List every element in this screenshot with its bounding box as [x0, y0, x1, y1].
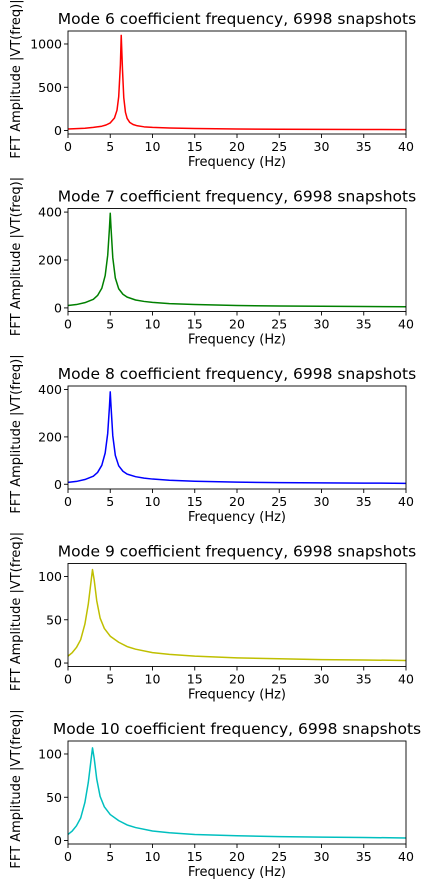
x-tick-label: 15 — [187, 672, 203, 687]
x-tick-label: 10 — [145, 849, 161, 864]
x-tick-label: 30 — [314, 672, 330, 687]
y-tick-label: 1000 — [30, 36, 62, 51]
x-tick-label: 35 — [356, 849, 372, 864]
x-tick-label: 35 — [356, 317, 372, 332]
x-tick-label: 35 — [356, 672, 372, 687]
y-tick-label: 100 — [38, 746, 62, 761]
x-tick-label: 10 — [145, 672, 161, 687]
chart-title: Mode 10 coefficient frequency, 6998 snap… — [53, 720, 421, 738]
subplot-mode-10: 0 5 10 15 20 25 30 35 40 0 50 100 Mode 10 coefficien… — [9, 709, 421, 880]
x-tick-label: 0 — [64, 139, 72, 154]
x-tick-label: 0 — [64, 494, 72, 509]
chart-title: Mode 6 coefficient frequency, 6998 snaps… — [58, 10, 416, 28]
y-tick-label: 500 — [38, 80, 62, 95]
y-tick-label: 50 — [46, 612, 62, 627]
x-tick-label: 20 — [229, 672, 245, 687]
x-tick-label: 0 — [64, 672, 72, 687]
x-tick-label: 15 — [187, 317, 203, 332]
series-line — [67, 212, 407, 308]
x-tick-label: 5 — [106, 494, 114, 509]
series-line — [67, 747, 407, 839]
y-tick-label: 50 — [46, 790, 62, 805]
x-tick-label: 40 — [398, 139, 414, 154]
y-tick-label: 0 — [54, 123, 62, 138]
y-tick-label: 200 — [38, 253, 62, 268]
y-tick-label: 100 — [38, 569, 62, 584]
x-tick-label: 10 — [145, 494, 161, 509]
x-tick-label: 5 — [106, 672, 114, 687]
subplot-mode-9: 0 5 10 15 20 25 30 35 40 0 50 100 Mode 9 coefficient… — [9, 532, 416, 703]
x-tick-label: 0 — [64, 317, 72, 332]
y-axis-label: FFT Amplitude |VT(freq)| — [9, 354, 24, 513]
x-axis-label: Frequency (Hz) — [188, 865, 286, 880]
x-tick-label: 20 — [229, 139, 245, 154]
chart-title: Mode 8 coefficient frequency, 6998 snaps… — [58, 365, 416, 383]
x-tick-label: 5 — [106, 139, 114, 154]
x-tick-label: 25 — [271, 317, 287, 332]
y-tick-label: 0 — [54, 477, 62, 492]
x-tick-label: 35 — [356, 139, 372, 154]
y-tick-label: 0 — [54, 656, 62, 671]
x-tick-label: 25 — [271, 672, 287, 687]
series-line — [67, 568, 407, 662]
x-tick-label: 30 — [314, 849, 330, 864]
x-tick-label: 15 — [187, 494, 203, 509]
x-tick-label: 10 — [145, 139, 161, 154]
y-tick-label: 400 — [38, 205, 62, 220]
x-tick-label: 40 — [398, 317, 414, 332]
x-tick-label: 30 — [314, 317, 330, 332]
series-line — [67, 34, 407, 131]
x-tick-label: 20 — [229, 494, 245, 509]
axes-frame — [67, 563, 407, 667]
x-axis-label: Frequency (Hz) — [188, 333, 286, 348]
y-axis-label: FFT Amplitude |VT(freq)| — [9, 0, 24, 159]
y-tick-label: 0 — [54, 833, 62, 848]
axes-frame — [67, 30, 407, 135]
x-tick-label: 20 — [229, 317, 245, 332]
x-tick-label: 40 — [398, 494, 414, 509]
x-tick-label: 10 — [145, 317, 161, 332]
series-line — [67, 391, 407, 485]
y-tick-label: 0 — [54, 300, 62, 315]
x-tick-label: 25 — [271, 849, 287, 864]
y-axis-label: FFT Amplitude |VT(freq)| — [9, 709, 24, 868]
chart-title: Mode 7 coefficient frequency, 6998 snaps… — [58, 188, 416, 206]
x-tick-label: 5 — [106, 317, 114, 332]
x-axis-label: Frequency (Hz) — [188, 510, 286, 525]
y-tick-label: 400 — [38, 382, 62, 397]
axes-frame — [67, 385, 407, 490]
x-tick-label: 25 — [271, 139, 287, 154]
x-tick-label: 30 — [314, 139, 330, 154]
x-tick-label: 40 — [398, 672, 414, 687]
axes-frame — [67, 208, 407, 312]
x-axis-label: Frequency (Hz) — [188, 688, 286, 703]
x-tick-label: 20 — [229, 849, 245, 864]
subplot-mode-6: 0 5 10 15 20 25 30 35 40 0 500 1000 Mode 6 coefficie… — [9, 0, 416, 170]
x-tick-label: 0 — [64, 849, 72, 864]
x-tick-label: 5 — [106, 849, 114, 864]
x-tick-label: 35 — [356, 494, 372, 509]
x-tick-label: 40 — [398, 849, 414, 864]
x-tick-label: 25 — [271, 494, 287, 509]
chart-title: Mode 9 coefficient frequency, 6998 snaps… — [58, 543, 416, 561]
y-tick-label: 200 — [38, 429, 62, 444]
x-axis-label: Frequency (Hz) — [188, 155, 286, 170]
axes-frame — [67, 740, 407, 845]
x-tick-label: 15 — [187, 139, 203, 154]
x-tick-label: 15 — [187, 849, 203, 864]
y-axis-label: FFT Amplitude |VT(freq)| — [9, 177, 24, 336]
x-tick-label: 30 — [314, 494, 330, 509]
y-axis-label: FFT Amplitude |VT(freq)| — [9, 532, 24, 691]
